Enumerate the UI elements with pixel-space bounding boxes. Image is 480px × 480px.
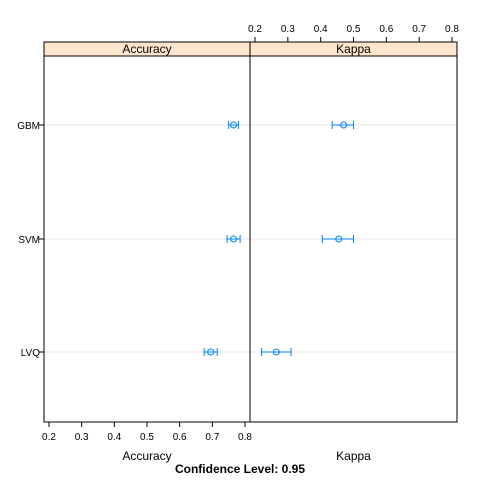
point-accuracy-lvq [207, 348, 215, 356]
marks [203, 121, 354, 356]
point-kappa-lvq [272, 348, 280, 356]
point-kappa-svm [335, 235, 343, 243]
labels: Accuracy 0.2 0.3 0.4 0.5 0.6 0.7 0.8 Accuracy Kap… [17, 24, 459, 476]
category-label-lvq: LVQ [21, 348, 40, 359]
strip-title-accuracy: Accuracy [122, 42, 171, 56]
tick-label-accuracy-2: 0.4 [107, 432, 121, 443]
tick-label-kappa-5: 0.7 [412, 24, 426, 35]
panel-frame-accuracy [43, 41, 251, 423]
tick-label-accuracy-4: 0.6 [173, 432, 187, 443]
tick-label-kappa-1: 0.3 [281, 24, 295, 35]
tick-label-kappa-6: 0.8 [445, 24, 459, 35]
tick-label-accuracy-6: 0.8 [238, 432, 252, 443]
tick-label-kappa-0: 0.2 [248, 24, 262, 35]
tick-label-kappa-3: 0.5 [347, 24, 361, 35]
point-accuracy-svm [230, 235, 238, 243]
panel-frame-kappa [249, 41, 458, 423]
tick-label-kappa-2: 0.4 [314, 24, 328, 35]
tick-label-kappa-4: 0.6 [379, 24, 393, 35]
tick-label-accuracy-0: 0.2 [42, 432, 56, 443]
point-kappa-gbm [340, 121, 348, 129]
category-label-svm: SVM [18, 235, 40, 246]
xlabel-accuracy: Accuracy [122, 449, 171, 463]
tick-label-accuracy-3: 0.5 [140, 432, 154, 443]
footer-confidence-level: Confidence Level: 0.95 [175, 462, 305, 476]
strip-title-kappa: Kappa [336, 42, 371, 56]
tick-label-accuracy-5: 0.7 [205, 432, 219, 443]
category-label-gbm: GBM [17, 121, 40, 132]
tick-label-accuracy-1: 0.3 [75, 432, 89, 443]
panels [39, 37, 458, 427]
point-accuracy-gbm [230, 121, 238, 129]
xlabel-kappa: Kappa [336, 449, 371, 463]
